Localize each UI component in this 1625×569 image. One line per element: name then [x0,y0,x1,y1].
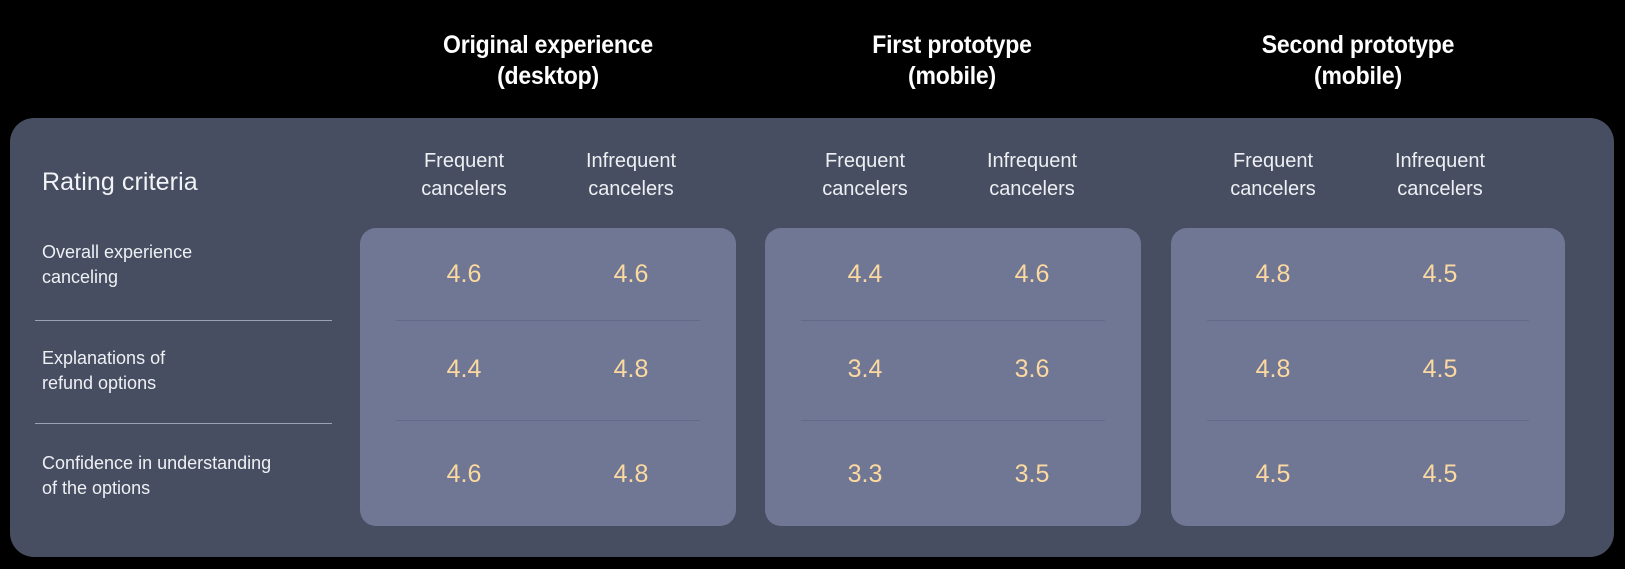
group-title-original-experience: Original experience (desktop) [377,30,719,92]
value-cell: 3.6 [1014,355,1050,383]
group-title-second-prototype: Second prototype (mobile) [1187,30,1529,92]
group-title-line1: Second prototype [1261,31,1455,59]
value-cell: 3.4 [847,355,883,383]
group-title-line2: (mobile) [908,62,996,90]
group-title-line2: (mobile) [1314,62,1402,90]
value-cell: 4.5 [1422,460,1458,488]
panel-row-divider [1207,320,1529,321]
value-panel-first-prototype: 4.4 4.6 3.4 3.6 3.3 3.5 [765,228,1141,526]
value-cell: 4.5 [1422,260,1458,288]
column-header-infrequent-cancelers-second-prototype: Infrequent cancelers [1352,147,1528,203]
value-cell: 4.6 [446,260,482,288]
group-title-line1: Original experience [443,31,653,59]
column-header-frequent-cancelers-second-prototype: Frequent cancelers [1185,147,1361,203]
value-cell: 4.5 [1255,460,1291,488]
column-header-line1: Infrequent [986,150,1078,172]
criteria-label-line1: Overall experience [42,242,193,262]
criteria-row-label-overall-experience: Overall experience canceling [42,240,342,290]
column-header-line2: cancelers [989,178,1075,200]
criteria-row-divider [35,320,332,321]
column-header-line2: cancelers [588,178,674,200]
value-cell: 3.5 [1014,460,1050,488]
value-panel-original-experience: 4.6 4.6 4.4 4.8 4.6 4.8 [360,228,736,526]
column-header-infrequent-cancelers-original: Infrequent cancelers [543,147,719,203]
value-cell: 4.8 [613,355,649,383]
value-cell: 4.5 [1422,355,1458,383]
panel-row-divider [801,420,1105,421]
value-cell: 4.6 [1014,260,1050,288]
column-header-line1: Frequent [1232,150,1314,172]
value-cell: 3.3 [847,460,883,488]
panel-row-divider [396,420,700,421]
column-header-line1: Frequent [824,150,906,172]
value-cell: 4.6 [446,460,482,488]
criteria-row-label-confidence-understanding: Confidence in understanding of the optio… [42,451,342,501]
column-header-frequent-cancelers-original: Frequent cancelers [376,147,552,203]
criteria-row-label-explanations-refund: Explanations of refund options [42,346,342,396]
value-cell: 4.8 [1255,260,1291,288]
criteria-row-divider [35,423,332,424]
value-cell: 4.4 [446,355,482,383]
value-cell: 4.8 [1255,355,1291,383]
criteria-label-line2: of the options [42,478,151,498]
value-panel-second-prototype: 4.8 4.5 4.8 4.5 4.5 4.5 [1171,228,1565,526]
value-cell: 4.8 [613,460,649,488]
group-titles-band: Original experience (desktop) First prot… [0,0,1625,118]
criteria-label-line2: refund options [42,373,157,393]
value-cell: 4.6 [613,260,649,288]
column-header-line2: cancelers [421,178,507,200]
panel-row-divider [396,320,700,321]
group-title-line1: First prototype [872,31,1032,59]
column-header-line1: Infrequent [585,150,677,172]
panel-row-divider [1207,420,1529,421]
panel-row-divider [801,320,1105,321]
column-header-infrequent-cancelers-first-prototype: Infrequent cancelers [944,147,1120,203]
criteria-label-line1: Explanations of [42,348,166,368]
group-title-line2: (desktop) [497,62,599,90]
criteria-label-line2: canceling [42,267,119,287]
column-header-line2: cancelers [822,178,908,200]
column-header-frequent-cancelers-first-prototype: Frequent cancelers [777,147,953,203]
rating-criteria-header: Rating criteria [42,168,198,196]
column-header-line1: Infrequent [1394,150,1486,172]
column-header-line1: Frequent [423,150,505,172]
criteria-label-line1: Confidence in understanding [42,453,272,473]
value-cell: 4.4 [847,260,883,288]
column-header-line2: cancelers [1397,178,1483,200]
group-title-first-prototype: First prototype (mobile) [781,30,1123,92]
column-header-line2: cancelers [1230,178,1316,200]
